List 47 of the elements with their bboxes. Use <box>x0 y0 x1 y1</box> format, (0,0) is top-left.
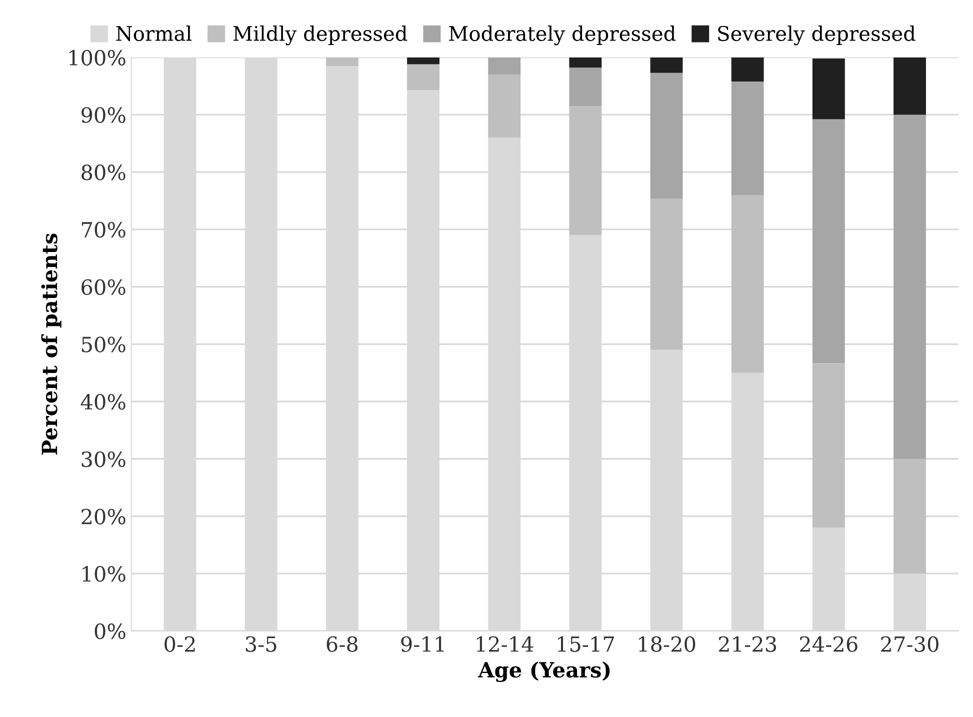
bar <box>569 106 602 236</box>
y-tick-label: 10% <box>82 566 126 582</box>
bar <box>894 114 926 459</box>
y-tick-label: 50% <box>82 336 126 352</box>
x-tick-label: 6-8 <box>326 636 358 652</box>
bar <box>731 195 764 373</box>
bar <box>407 57 440 64</box>
y-axis-title: Percent of patients <box>41 234 62 455</box>
y-tick-label: 70% <box>82 222 126 238</box>
x-tick-label: 18-20 <box>639 636 696 652</box>
bar <box>569 57 602 68</box>
legend-label: Mildly depressed <box>233 26 408 46</box>
legend-label: Moderately depressed <box>449 26 676 46</box>
x-tick-label: 15-17 <box>558 636 614 652</box>
x-tick-label: 24-26 <box>800 636 858 652</box>
y-tick-label: 90% <box>82 107 126 123</box>
bar <box>569 68 602 106</box>
bar <box>731 81 764 196</box>
bar <box>650 57 683 73</box>
legend-label: Normal <box>116 26 192 42</box>
y-tick-label: 60% <box>82 279 126 296</box>
x-tick-label: 27-30 <box>881 636 938 652</box>
bar <box>894 458 926 574</box>
y-tick-label: 20% <box>82 508 126 524</box>
bar <box>407 64 440 90</box>
bar <box>894 57 926 115</box>
y-tick-label: 80% <box>82 164 126 180</box>
bar <box>812 119 845 364</box>
bar <box>488 74 521 138</box>
bar <box>812 58 845 120</box>
y-tick-label: 0% <box>94 623 126 640</box>
bar <box>812 363 845 528</box>
bar <box>731 57 764 82</box>
y-tick-label: 100% <box>69 50 126 66</box>
y-tick-label: 30% <box>82 451 126 468</box>
x-tick-label: 0-2 <box>164 636 195 652</box>
x-tick-label: 3-5 <box>246 636 276 652</box>
bar <box>488 57 521 75</box>
legend-label: Severely depressed <box>718 26 916 46</box>
bar <box>650 198 683 350</box>
x-axis-title: Age (Years) <box>478 662 610 682</box>
bar <box>326 57 358 66</box>
x-tick-label: 12-14 <box>476 636 534 652</box>
x-tick-label: 9-11 <box>401 636 444 652</box>
y-tick-label: 40% <box>80 394 126 410</box>
x-tick-label: 21-23 <box>718 636 776 652</box>
bar <box>650 72 683 198</box>
